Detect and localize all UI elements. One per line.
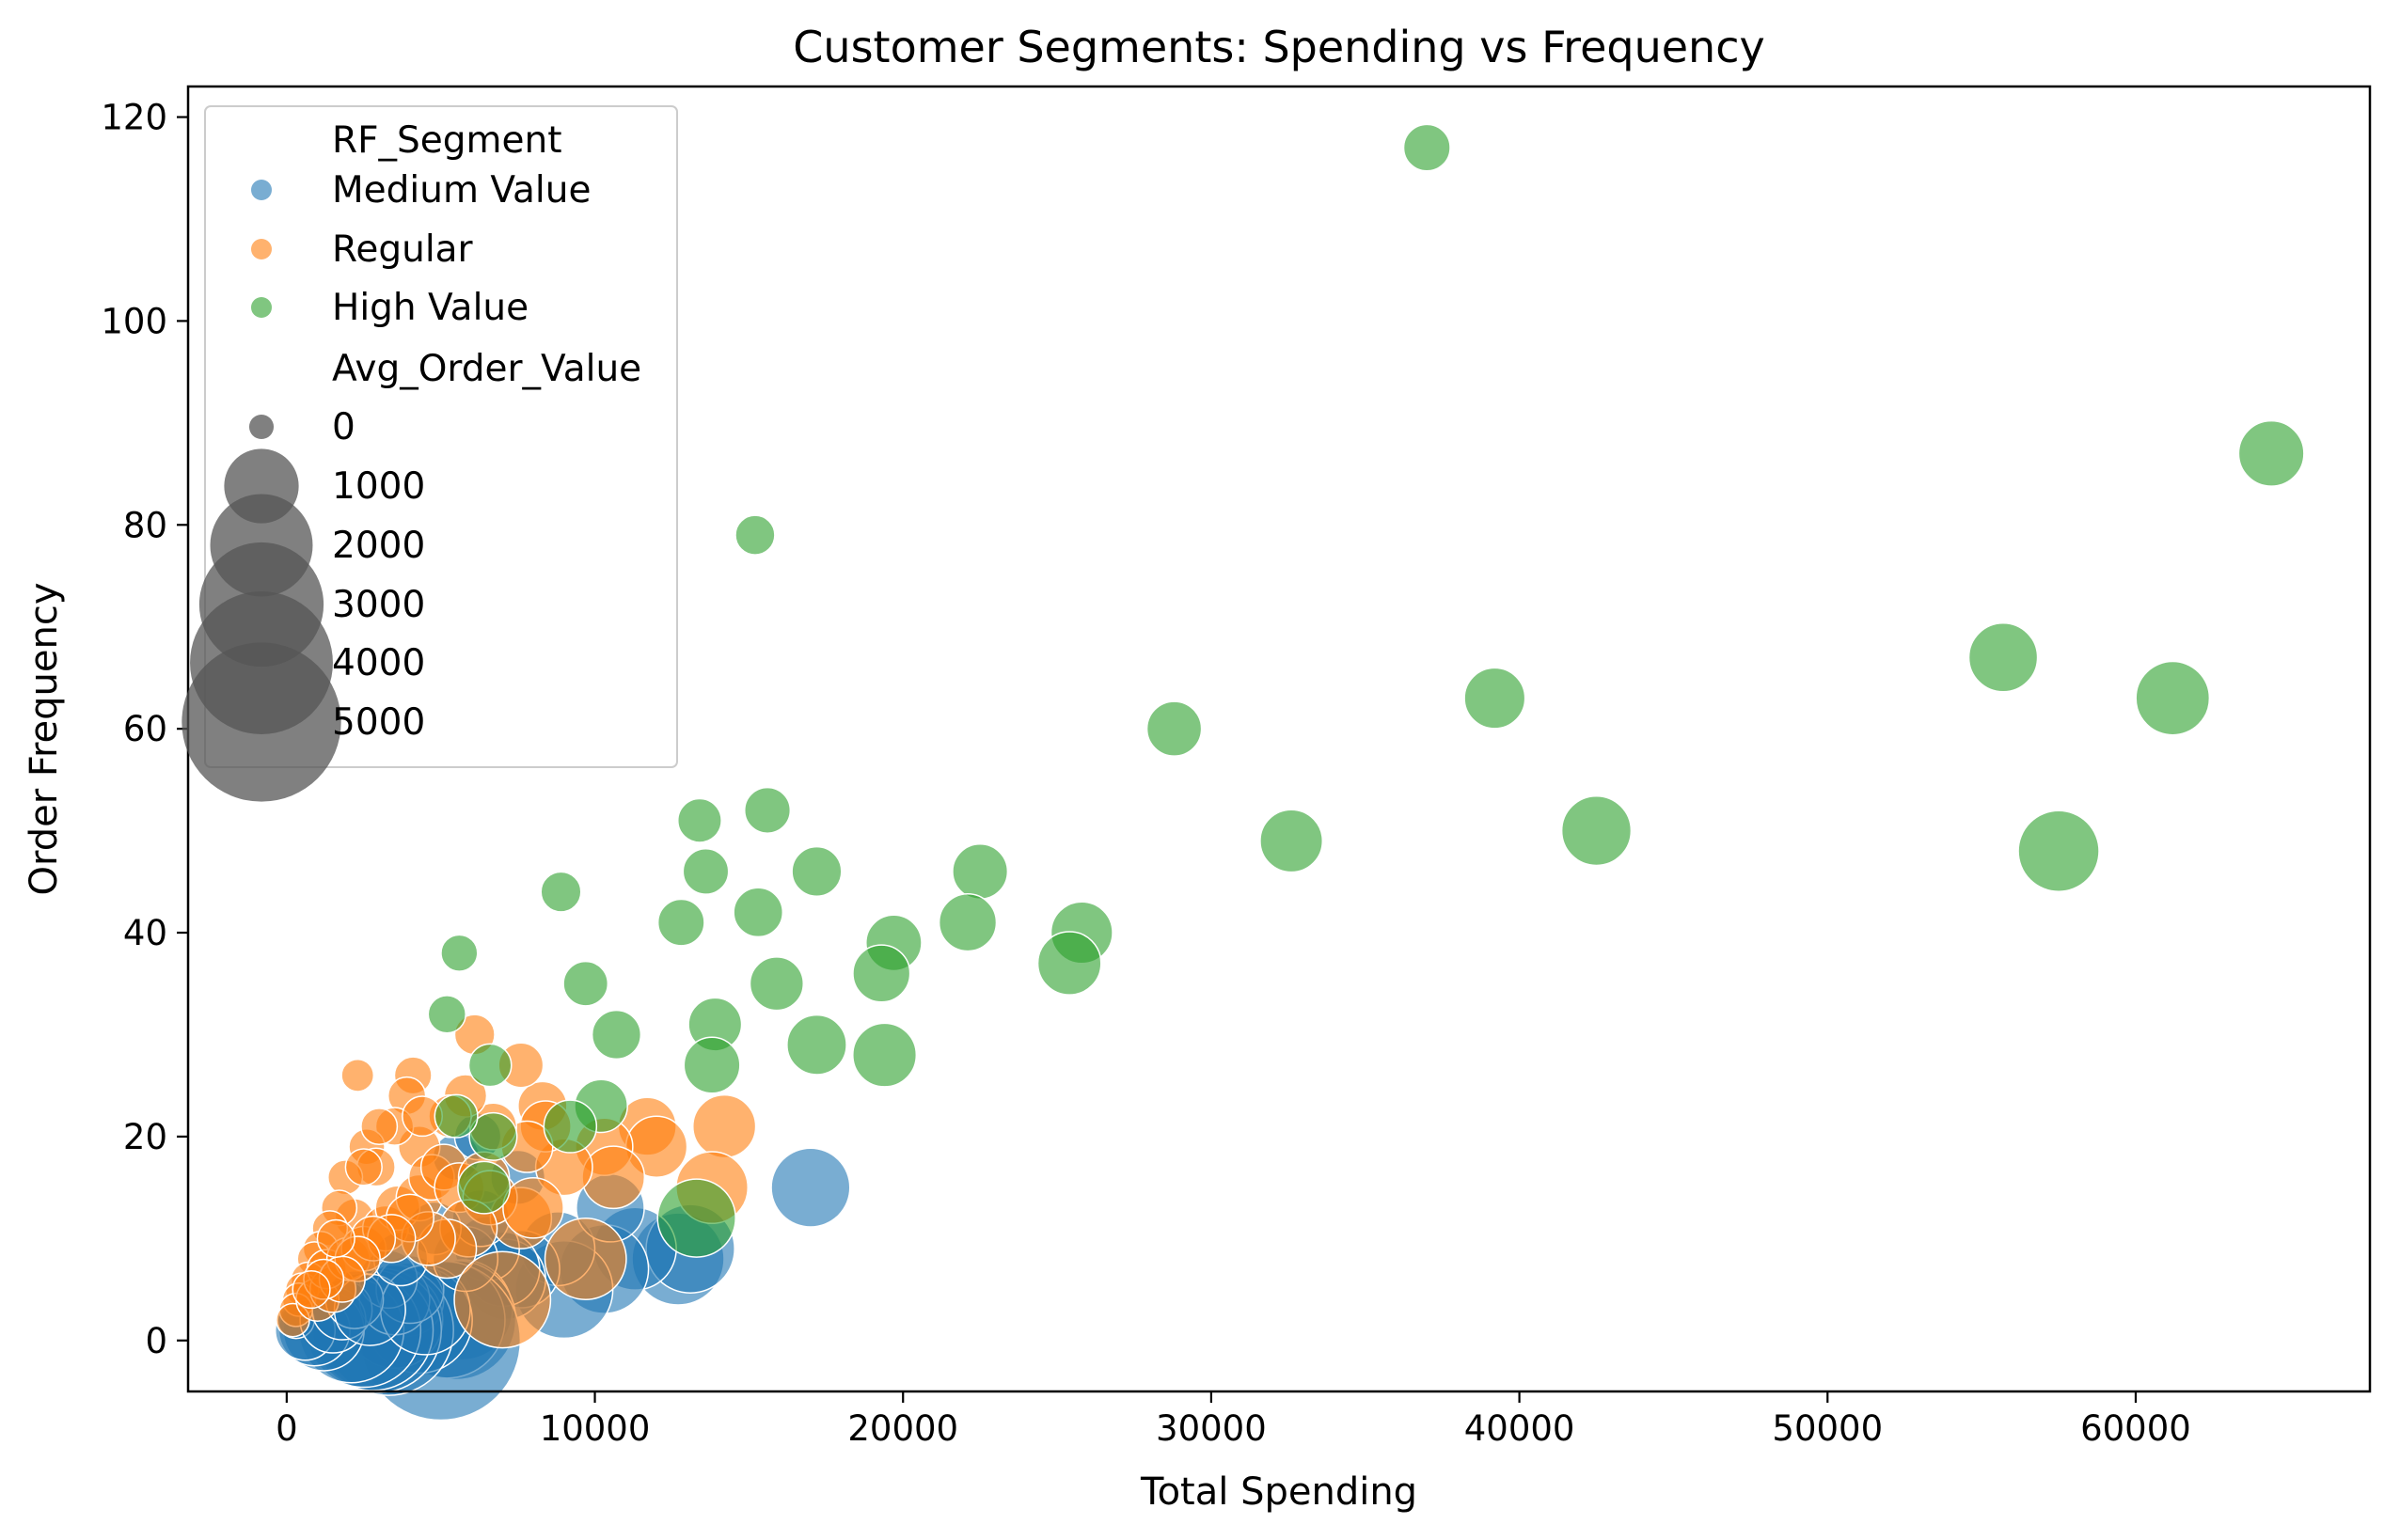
data-point — [360, 1108, 399, 1146]
data-point — [744, 786, 792, 834]
y-axis-label: Order Frequency — [23, 582, 66, 895]
legend-hue-title: RF_Segment — [332, 119, 562, 162]
legend-entry-label: Regular — [332, 228, 474, 271]
legend-size-label: 5000 — [332, 701, 425, 744]
x-axis-label: Total Spending — [1140, 1470, 1417, 1514]
data-point — [1560, 794, 1633, 867]
data-point — [468, 1111, 518, 1161]
legend: RF_Segment Medium Value Regular High Value A… — [182, 105, 678, 802]
data-point — [562, 960, 609, 1007]
data-point — [2237, 419, 2305, 487]
legend-size-label: 0 — [332, 406, 355, 448]
y-tick-label: 60 — [123, 709, 167, 749]
series-regular — [276, 1014, 757, 1349]
data-point — [440, 934, 479, 972]
data-point — [316, 1218, 355, 1258]
data-point — [340, 1058, 375, 1092]
plot-area — [274, 123, 2305, 1422]
data-point — [952, 842, 1009, 900]
y-tick-label: 0 — [145, 1321, 167, 1361]
legend-size-marker — [182, 642, 341, 802]
data-point — [581, 1145, 646, 1210]
data-point — [786, 1014, 847, 1076]
x-tick-label: 60000 — [2080, 1408, 2191, 1449]
data-point — [467, 1043, 513, 1088]
x-axis: 0 10000 20000 30000 40000 50000 60000 — [276, 1391, 2191, 1449]
data-point — [677, 797, 722, 843]
data-point — [344, 1148, 383, 1186]
legend-entry-label: Medium Value — [332, 169, 591, 212]
data-point — [453, 1250, 552, 1349]
data-point — [852, 944, 911, 1003]
data-point — [749, 956, 805, 1012]
chart-title: Customer Segments: Spending vs Frequency — [793, 22, 1764, 72]
data-point — [656, 898, 705, 947]
x-tick-label: 40000 — [1464, 1408, 1575, 1449]
x-tick-label: 50000 — [1772, 1408, 1883, 1449]
data-point — [544, 1218, 627, 1301]
x-tick-label: 0 — [276, 1408, 298, 1449]
y-tick-label: 20 — [123, 1117, 167, 1157]
data-point — [1402, 123, 1451, 172]
legend-marker — [251, 180, 272, 200]
legend-entry-label: High Value — [332, 287, 529, 329]
data-point — [457, 1160, 512, 1215]
data-point — [1259, 809, 1324, 873]
x-tick-label: 30000 — [1156, 1408, 1267, 1449]
data-point — [1036, 931, 1102, 996]
data-point — [770, 1147, 851, 1228]
series-high-value — [427, 123, 2305, 1258]
legend-size-label: 4000 — [332, 642, 425, 684]
data-point — [1145, 700, 1203, 757]
legend-marker — [251, 239, 272, 259]
data-point — [791, 845, 843, 898]
legend-size-marker — [248, 414, 275, 440]
data-point — [734, 514, 776, 556]
legend-size-label: 2000 — [332, 525, 425, 567]
x-tick-label: 20000 — [847, 1408, 958, 1449]
data-point — [2017, 809, 2100, 893]
data-point — [938, 893, 998, 952]
data-point — [692, 1093, 757, 1159]
y-tick-label: 80 — [123, 505, 167, 545]
data-point — [656, 1178, 736, 1258]
data-point — [682, 848, 730, 895]
data-point — [683, 1036, 741, 1094]
legend-marker — [251, 297, 272, 318]
data-point — [502, 1176, 564, 1239]
data-point — [1463, 667, 1526, 730]
y-tick-label: 40 — [123, 913, 167, 953]
data-point — [434, 1093, 479, 1139]
y-tick-label: 120 — [101, 98, 167, 138]
data-point — [2135, 660, 2211, 736]
data-point — [1967, 621, 2039, 693]
data-point — [543, 1099, 598, 1154]
y-axis: 0 20 40 60 80 100 120 — [101, 98, 188, 1361]
data-point — [540, 871, 582, 913]
data-point — [591, 1009, 642, 1061]
legend-size-title: Avg_Order_Value — [332, 348, 641, 390]
data-point — [852, 1022, 918, 1088]
y-tick-label: 100 — [101, 301, 167, 341]
data-point — [292, 1269, 331, 1310]
data-point — [427, 995, 466, 1034]
legend-size-label: 1000 — [332, 465, 425, 508]
data-point — [733, 887, 784, 938]
x-tick-label: 10000 — [540, 1408, 651, 1449]
legend-size-label: 3000 — [332, 584, 425, 626]
